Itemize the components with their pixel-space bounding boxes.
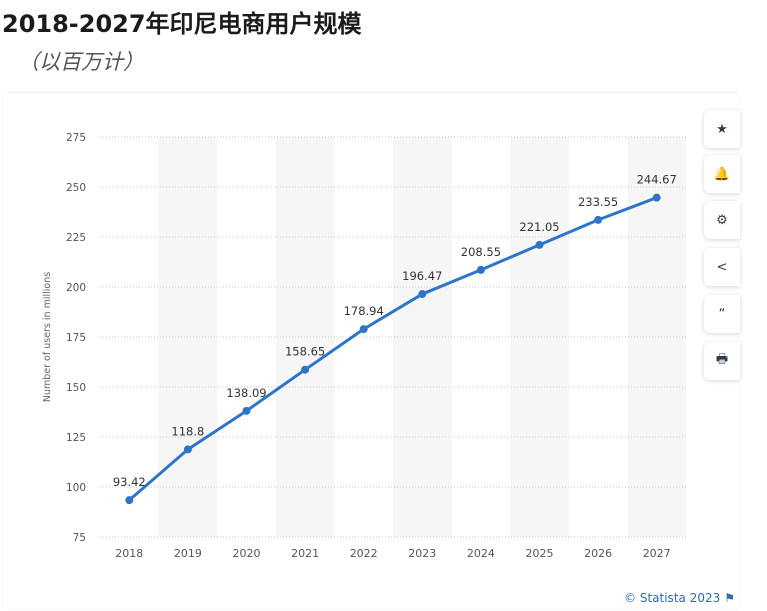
data-point[interactable] xyxy=(301,365,310,374)
statista-credit[interactable]: © Statista 2023 ⚑ xyxy=(624,591,735,605)
y-axis-title: Number of users in millions xyxy=(42,272,53,402)
series-line xyxy=(127,196,659,502)
y-tick-label: 275 xyxy=(66,132,86,144)
category-band xyxy=(275,137,335,537)
credit-text[interactable]: © Statista 2023 xyxy=(624,591,721,605)
x-tick-label: 2022 xyxy=(350,547,378,560)
data-label: 208.55 xyxy=(461,245,501,259)
data-label: 233.55 xyxy=(578,195,618,209)
x-tick-label: 2027 xyxy=(643,547,671,560)
data-point[interactable] xyxy=(183,445,192,454)
chart-title: 2018-2027年印尼电商用户规模 xyxy=(2,10,362,38)
data-label: 178.94 xyxy=(344,304,384,318)
chart-subtitle: （以百万计） xyxy=(18,50,144,74)
x-tick-label: 2026 xyxy=(584,547,612,560)
y-tick-label: 225 xyxy=(66,232,86,244)
data-point[interactable] xyxy=(125,496,134,505)
data-point[interactable] xyxy=(359,325,368,334)
x-tick-label: 2019 xyxy=(174,547,202,560)
data-label: 118.8 xyxy=(171,424,204,438)
data-label: 244.67 xyxy=(637,173,677,187)
x-tick-label: 2024 xyxy=(467,547,495,560)
y-tick-label: 250 xyxy=(66,182,86,194)
data-label: 221.05 xyxy=(519,220,559,234)
x-tick-label: 2021 xyxy=(291,547,319,560)
bell-icon[interactable]: 🔔 xyxy=(704,155,740,193)
data-point[interactable] xyxy=(476,265,485,274)
quote-icon[interactable]: “ xyxy=(704,295,740,333)
y-tick-label: 125 xyxy=(66,432,86,444)
y-tick-label: 100 xyxy=(66,482,86,494)
data-point[interactable] xyxy=(652,193,661,202)
data-point[interactable] xyxy=(535,240,544,249)
data-point[interactable] xyxy=(594,215,603,224)
print-icon[interactable]: 🖶 xyxy=(704,342,740,380)
flag-icon[interactable]: ⚑ xyxy=(724,591,735,605)
category-band xyxy=(393,137,452,537)
x-tick-label: 2020 xyxy=(233,547,261,560)
star-icon[interactable]: ★ xyxy=(704,110,740,148)
data-label: 196.47 xyxy=(402,269,442,283)
data-label: 138.09 xyxy=(226,386,266,400)
y-tick-label: 175 xyxy=(66,332,86,344)
y-tick-label: 75 xyxy=(73,532,86,544)
x-tick-label: 2023 xyxy=(408,547,436,560)
y-tick-label: 200 xyxy=(66,282,86,294)
share-icon[interactable]: < xyxy=(704,248,740,286)
x-tick-label: 2018 xyxy=(115,547,143,560)
data-label: 158.65 xyxy=(285,345,325,359)
data-point[interactable] xyxy=(242,406,251,415)
y-tick-label: 150 xyxy=(66,382,86,394)
x-tick-label: 2025 xyxy=(526,547,554,560)
data-point[interactable] xyxy=(418,290,427,299)
data-label: 93.42 xyxy=(113,475,146,489)
chart-card: 75 100 125 150 175 200 225 250 275 Number of user… xyxy=(8,92,738,609)
gear-icon[interactable]: ⚙ xyxy=(704,201,740,239)
line-chart: 75 100 125 150 175 200 225 250 275 Number of user… xyxy=(42,132,686,560)
category-band xyxy=(510,137,569,537)
